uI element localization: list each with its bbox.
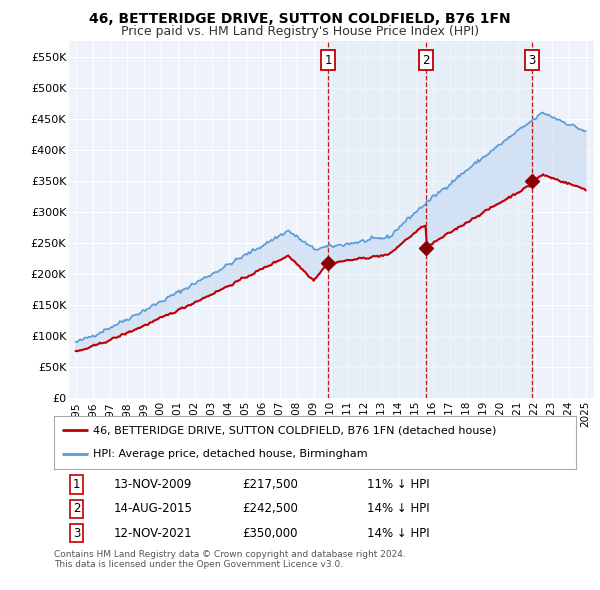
- Text: 3: 3: [73, 527, 80, 540]
- Text: 46, BETTERIDGE DRIVE, SUTTON COLDFIELD, B76 1FN (detached house): 46, BETTERIDGE DRIVE, SUTTON COLDFIELD, …: [93, 425, 497, 435]
- Text: 14-AUG-2015: 14-AUG-2015: [114, 502, 193, 516]
- Bar: [328, 41, 532, 398]
- Text: 2: 2: [73, 502, 80, 516]
- Text: 1: 1: [73, 478, 80, 491]
- Text: Price paid vs. HM Land Registry's House Price Index (HPI): Price paid vs. HM Land Registry's House …: [121, 25, 479, 38]
- Text: £350,000: £350,000: [242, 527, 298, 540]
- Text: HPI: Average price, detached house, Birmingham: HPI: Average price, detached house, Birm…: [93, 448, 368, 458]
- Text: 14% ↓ HPI: 14% ↓ HPI: [367, 527, 430, 540]
- Text: £217,500: £217,500: [242, 478, 298, 491]
- Text: 13-NOV-2009: 13-NOV-2009: [114, 478, 193, 491]
- Text: 12-NOV-2021: 12-NOV-2021: [114, 527, 193, 540]
- Text: 3: 3: [529, 54, 536, 67]
- Text: £242,500: £242,500: [242, 502, 298, 516]
- Text: 11% ↓ HPI: 11% ↓ HPI: [367, 478, 430, 491]
- Text: 14% ↓ HPI: 14% ↓ HPI: [367, 502, 430, 516]
- Text: Contains HM Land Registry data © Crown copyright and database right 2024.
This d: Contains HM Land Registry data © Crown c…: [54, 550, 406, 569]
- Text: 1: 1: [325, 54, 332, 67]
- Text: 46, BETTERIDGE DRIVE, SUTTON COLDFIELD, B76 1FN: 46, BETTERIDGE DRIVE, SUTTON COLDFIELD, …: [89, 12, 511, 26]
- Text: 2: 2: [422, 54, 430, 67]
